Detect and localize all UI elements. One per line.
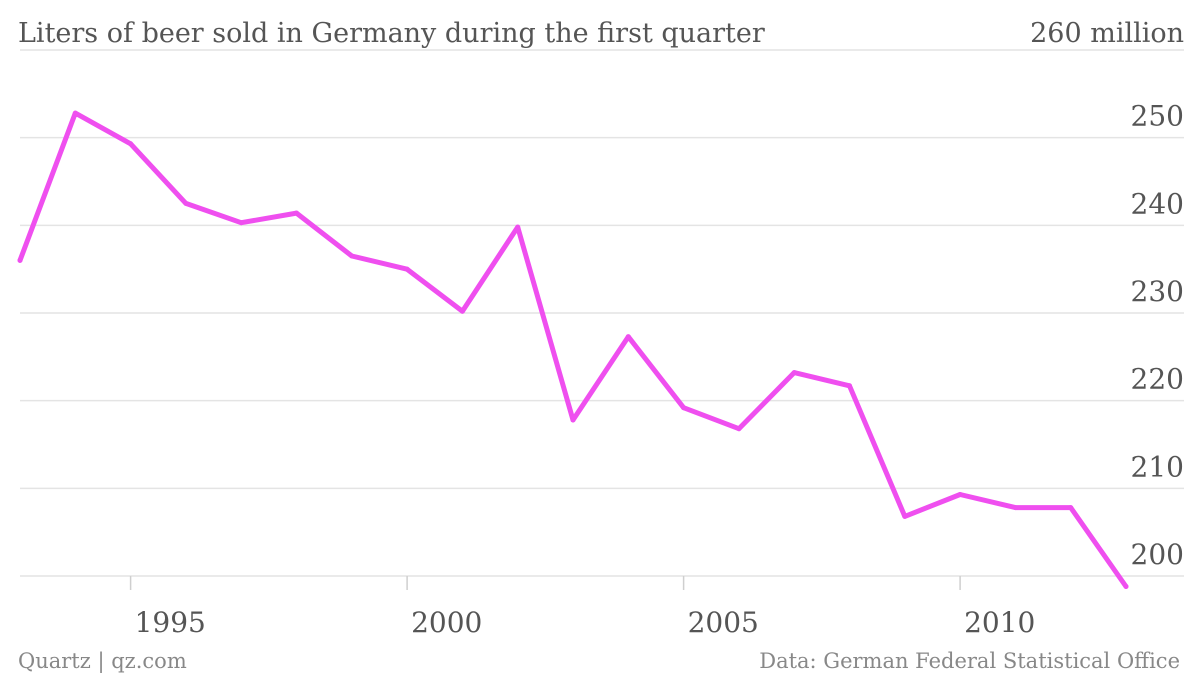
y-tick-label-230: 230	[1131, 275, 1184, 308]
y-tick-label-240: 240	[1131, 187, 1184, 220]
data-point-2007	[791, 370, 797, 376]
gridlines	[20, 49, 1184, 577]
data-point-1999	[349, 253, 355, 259]
data-point-2011	[1012, 505, 1018, 511]
data-point-2004	[625, 334, 631, 340]
x-axis-tick-labels: 1995 2000 2005 2010	[135, 606, 1036, 639]
data-point-2013	[1123, 584, 1129, 589]
x-tick-label-2000: 2000	[411, 606, 482, 639]
y-tick-label-250: 250	[1131, 100, 1184, 133]
y-tick-label-210: 210	[1131, 450, 1184, 483]
footer-credit: Quartz | qz.com	[18, 649, 187, 674]
data-point-2001	[459, 308, 465, 314]
data-point-1994	[72, 110, 78, 116]
series-line-0	[17, 110, 1129, 589]
data-point-2006	[736, 426, 742, 432]
data-point-2003	[570, 417, 576, 423]
data-point-2008	[847, 383, 852, 389]
y-axis-top-label: 260 million	[1030, 18, 1184, 49]
y-axis-tick-labels: 200 210 220 230 240 250	[1131, 100, 1184, 571]
x-tick-label-2005: 2005	[688, 606, 759, 639]
y-tick-label-220: 220	[1131, 363, 1184, 396]
data-point-2005	[681, 405, 687, 411]
data-point-2010	[957, 492, 963, 497]
data-point-2009	[902, 513, 908, 519]
data-point-1996	[183, 200, 189, 206]
data-point-1998	[294, 210, 299, 216]
data-point-1997	[238, 220, 244, 226]
x-axis-ticks	[129, 576, 961, 590]
y-tick-label-200: 200	[1131, 538, 1184, 571]
data-point-1993	[17, 257, 23, 263]
data-point-1995	[128, 141, 134, 147]
data-point-2012	[1068, 505, 1074, 511]
data-point-2000	[404, 266, 410, 272]
series-layer	[17, 110, 1129, 589]
x-tick-label-2010: 2010	[964, 606, 1035, 639]
chart-title: Liters of beer sold in Germany during th…	[18, 18, 765, 49]
data-point-2002	[515, 224, 521, 230]
footer-source: Data: German Federal Statistical Office	[759, 649, 1180, 673]
x-tick-label-1995: 1995	[135, 606, 206, 639]
